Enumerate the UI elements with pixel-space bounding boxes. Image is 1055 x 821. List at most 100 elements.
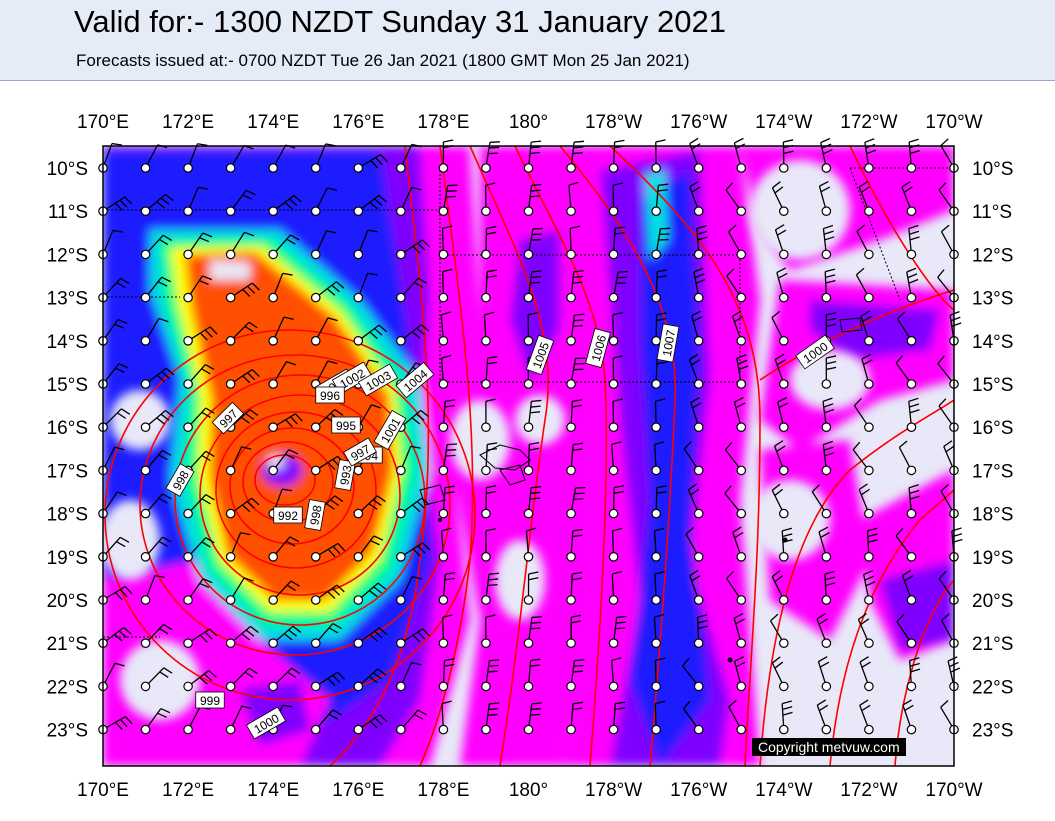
wind-barb xyxy=(693,267,706,303)
wind-barb xyxy=(523,658,541,692)
svg-text:1007: 1007 xyxy=(660,328,678,357)
wind-barb xyxy=(183,275,212,303)
wind-barb xyxy=(481,311,495,346)
wind-barb xyxy=(523,399,542,432)
wind-barb xyxy=(225,667,258,692)
wind-barb xyxy=(183,232,213,260)
wind-barb xyxy=(736,354,749,389)
svg-text:992: 992 xyxy=(278,509,298,523)
wind-barb xyxy=(855,267,874,303)
lat-label-left: 16°S xyxy=(47,418,88,439)
wind-barb xyxy=(523,702,542,735)
wind-barb xyxy=(268,144,296,173)
wind-barb xyxy=(523,486,542,519)
isobar-label: 995 xyxy=(331,416,361,434)
wind-barb xyxy=(268,361,297,389)
wind-barb xyxy=(726,268,747,303)
wind-barb xyxy=(651,398,666,432)
wind-barb xyxy=(481,182,496,216)
isobars xyxy=(104,146,954,766)
wind-barb xyxy=(566,225,581,260)
wind-barb xyxy=(566,528,583,562)
wind-barb xyxy=(608,182,623,216)
page-title: Valid for:- 1300 NZDT Sunday 31 January … xyxy=(74,4,726,39)
lat-label-left: 17°S xyxy=(47,461,88,482)
wind-barb xyxy=(438,311,452,346)
wind-barb xyxy=(481,485,497,519)
wind-barb xyxy=(481,614,496,648)
wind-barb xyxy=(438,399,456,432)
wind-barb xyxy=(225,705,252,735)
wind-barb xyxy=(863,569,876,605)
copyright-notice: Copyright metvuw.com xyxy=(752,738,906,756)
wind-barb xyxy=(225,625,259,648)
wind-barb xyxy=(817,656,832,692)
svg-text:995: 995 xyxy=(336,419,356,433)
wind-barb xyxy=(651,527,665,562)
wind-barb xyxy=(438,225,453,260)
lat-label-right: 18°S xyxy=(972,505,1013,526)
lon-label-top: 178°E xyxy=(417,112,469,133)
wind-barb xyxy=(860,310,874,346)
wind-barb xyxy=(906,397,920,432)
wind-barb xyxy=(523,442,540,476)
wind-barb xyxy=(608,570,623,605)
wind-barb xyxy=(608,271,629,303)
wind-barb xyxy=(523,140,542,173)
wind-barb xyxy=(396,239,431,260)
wind-barb xyxy=(816,612,832,648)
wind-barb xyxy=(852,441,874,476)
lon-label-top: 176°E xyxy=(332,112,384,133)
lon-label-bottom: 170°W xyxy=(925,780,982,801)
wind-barb xyxy=(310,671,346,692)
wind-barb xyxy=(353,324,387,346)
wind-barb xyxy=(140,623,173,648)
wind-barb xyxy=(98,662,125,692)
wind-barb xyxy=(396,628,431,648)
isobar-label: 999 xyxy=(195,691,225,709)
wind-barb xyxy=(225,577,254,605)
wind-barb xyxy=(608,355,624,389)
svg-text:993: 993 xyxy=(337,464,354,486)
wind-barb xyxy=(906,267,919,303)
wind-barb xyxy=(774,353,789,389)
wind-barb xyxy=(566,571,583,605)
wind-barb xyxy=(682,700,704,735)
lon-label-top: 176°W xyxy=(670,112,727,133)
wind-barb xyxy=(566,313,585,346)
islands xyxy=(419,317,863,663)
wind-barb xyxy=(724,485,747,519)
wind-barb xyxy=(310,230,337,260)
wind-barb xyxy=(771,310,789,346)
wind-barb xyxy=(608,701,626,735)
lat-label-left: 14°S xyxy=(47,332,88,353)
wind-barb xyxy=(608,441,622,476)
wind-barb xyxy=(682,657,704,692)
wind-barb xyxy=(353,627,388,648)
isobar-label: 996 xyxy=(315,386,345,404)
wind-barb xyxy=(353,229,378,260)
wind-barb xyxy=(183,537,215,562)
wind-barb xyxy=(268,580,300,605)
wind-barb xyxy=(821,224,835,260)
wind-barb xyxy=(566,614,582,648)
wind-barb xyxy=(140,367,175,389)
wind-barb xyxy=(566,442,584,476)
wind-barb xyxy=(481,572,499,605)
wind-barb xyxy=(98,229,123,260)
wind-barb xyxy=(566,701,584,735)
wind-barb xyxy=(140,317,169,346)
isobar-label: 1000 xyxy=(795,334,835,370)
isobar-label: 992 xyxy=(273,506,303,524)
wind-barb xyxy=(816,699,832,735)
svg-text:996: 996 xyxy=(320,389,340,403)
wind-barb xyxy=(895,527,917,562)
wind-barb xyxy=(140,449,172,476)
wind-barb xyxy=(777,397,789,432)
wind-barb xyxy=(821,268,836,303)
wind-barb xyxy=(481,141,500,173)
lat-label-right: 16°S xyxy=(972,418,1013,439)
wind-barb xyxy=(778,527,793,562)
lon-label-top: 170°E xyxy=(77,112,129,133)
